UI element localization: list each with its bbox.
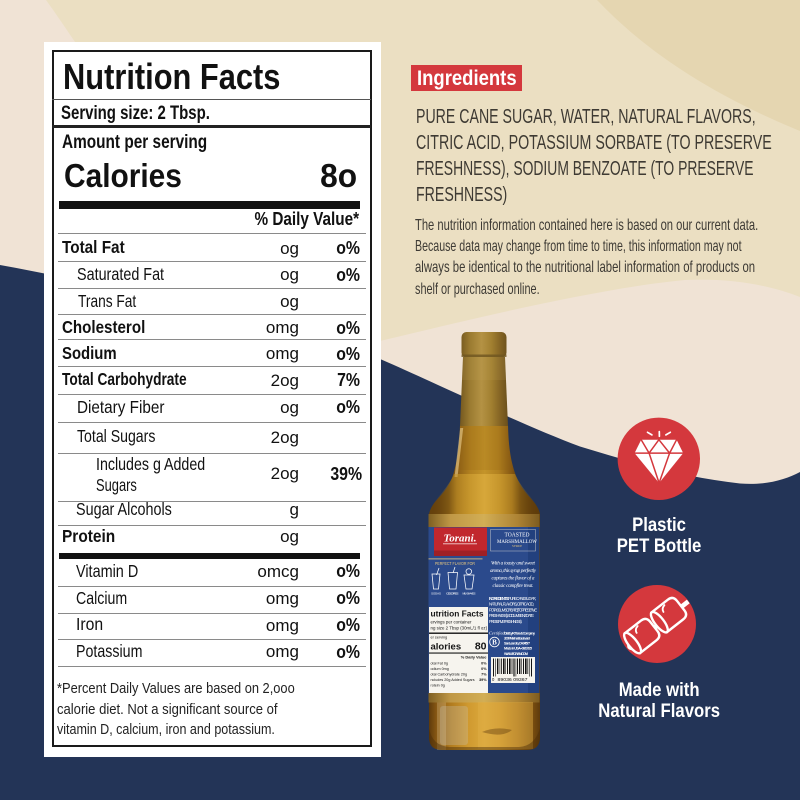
svg-text:MARSHMALLOW: MARSHMALLOW [497, 539, 538, 545]
svg-text:aroma, this syrup perfectly: aroma, this syrup perfectly [490, 567, 537, 574]
svg-text:MILKSHAKES: MILKSHAKES [463, 592, 476, 596]
svg-text:B: B [492, 639, 497, 647]
svg-text:PRESERVE FRESHNESS).: PRESERVE FRESHNESS). [489, 619, 522, 624]
svg-text:7%: 7% [481, 673, 487, 677]
svg-text:Torani.: Torani. [444, 533, 477, 545]
svg-text:San Leandro, CA 94577: San Leandro, CA 94577 [504, 642, 530, 646]
svg-text:SYRUP: SYRUP [512, 544, 522, 548]
svg-text:0%: 0% [481, 667, 487, 671]
svg-text:NATURAL FLAVORS, CITRIC ACID,: NATURAL FLAVORS, CITRIC ACID, [489, 602, 534, 607]
svg-text:TOASTED: TOASTED [505, 533, 530, 539]
svg-text:0%: 0% [481, 662, 487, 666]
svg-text:FRESHNESS), SODIUM BENZOATE: FRESHNESS), SODIUM BENZOATE [489, 613, 534, 618]
svg-text:89036 09367: 89036 09367 [498, 677, 529, 682]
svg-text:classic campfire treat.: classic campfire treat. [493, 582, 534, 589]
svg-text:er serving: er serving [431, 636, 448, 640]
svg-text:WWW.TORANI.COM: WWW.TORANI.COM [504, 652, 528, 656]
svg-text:Made in USA • 09/17/25: Made in USA • 09/17/25 [504, 647, 532, 651]
svg-text:ncludes 20g Added Sugars: ncludes 20g Added Sugars [431, 678, 475, 682]
svg-text:ervings per container: ervings per container [431, 620, 473, 625]
svg-text:POTASSIUM SORBATE (TO PRESERVE: POTASSIUM SORBATE (TO PRESERVE [489, 607, 537, 612]
svg-text:alories: alories [431, 642, 462, 653]
svg-text:With a toasty and sweet: With a toasty and sweet [491, 561, 536, 567]
svg-text:SODAS: SODAS [431, 592, 441, 596]
svg-text:otal Carbohydrate 20g: otal Carbohydrate 20g [431, 673, 468, 677]
svg-text:ng size 2 Tbsp (30mL/1 fl oz): ng size 2 Tbsp (30mL/1 fl oz) [431, 626, 488, 631]
svg-text:39%: 39% [479, 678, 487, 682]
svg-text:captures the flavor of a: captures the flavor of a [492, 575, 535, 582]
svg-text:80: 80 [475, 641, 487, 653]
svg-text:% Daily Value: % Daily Value [461, 655, 488, 660]
svg-text:0: 0 [492, 677, 495, 682]
svg-text:ICED COFFEES: ICED COFFEES [446, 592, 458, 596]
svg-text:odium 0mg: odium 0mg [431, 667, 449, 671]
svg-text:Certified: Certified [489, 631, 505, 636]
svg-text:otal Fat 0g: otal Fat 0g [431, 662, 448, 666]
svg-text:INGREDIENTS: PURE CANE SUGAR,: INGREDIENTS: PURE CANE SUGAR, [489, 596, 536, 601]
svg-text:utrition Facts: utrition Facts [431, 610, 485, 619]
svg-text:rotein 0g: rotein 0g [431, 684, 445, 688]
svg-text:Distr. by R. Torre & Company: Distr. by R. Torre & Company [504, 632, 536, 636]
svg-text:2000 Marina Boulevard: 2000 Marina Boulevard [504, 637, 531, 641]
svg-text:PERFECT FLAVOR FOR: PERFECT FLAVOR FOR [435, 561, 475, 566]
